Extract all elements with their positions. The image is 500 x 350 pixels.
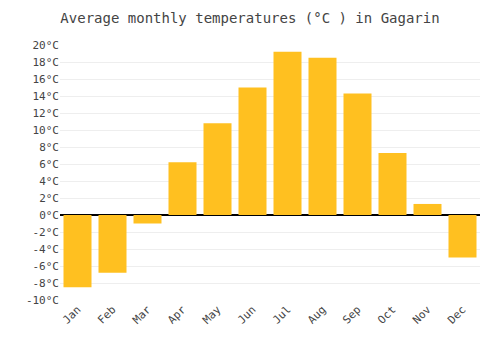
svg-text:Mar: Mar (130, 303, 154, 327)
svg-text:Average monthly temperatures (: Average monthly temperatures (°C ) in Ga… (60, 10, 439, 26)
svg-text:12°C: 12°C (33, 107, 60, 120)
svg-text:10°C: 10°C (33, 124, 60, 137)
svg-text:Oct: Oct (375, 303, 398, 326)
svg-text:-4°C: -4°C (33, 243, 60, 256)
svg-text:Dec: Dec (445, 303, 468, 326)
svg-text:-2°C: -2°C (33, 226, 60, 239)
svg-text:Jul: Jul (270, 303, 293, 326)
svg-text:Jun: Jun (235, 303, 258, 326)
svg-text:18°C: 18°C (33, 56, 60, 69)
svg-text:Sep: Sep (340, 303, 363, 326)
svg-text:14°C: 14°C (33, 90, 60, 103)
svg-text:8°C: 8°C (39, 141, 59, 154)
svg-text:Feb: Feb (95, 303, 118, 326)
svg-text:May: May (200, 303, 224, 327)
svg-text:Nov: Nov (410, 303, 434, 327)
svg-text:20°C: 20°C (33, 39, 60, 52)
svg-text:Apr: Apr (165, 303, 189, 327)
svg-text:6°C: 6°C (39, 158, 59, 171)
svg-text:-6°C: -6°C (33, 260, 60, 273)
svg-text:-10°C: -10°C (26, 294, 59, 307)
svg-text:16°C: 16°C (33, 73, 60, 86)
svg-text:2°C: 2°C (39, 192, 59, 205)
svg-text:-8°C: -8°C (33, 277, 60, 290)
svg-text:Jan: Jan (60, 303, 83, 326)
svg-text:0°C: 0°C (39, 209, 59, 222)
svg-text:4°C: 4°C (39, 175, 59, 188)
svg-text:Aug: Aug (305, 303, 328, 326)
